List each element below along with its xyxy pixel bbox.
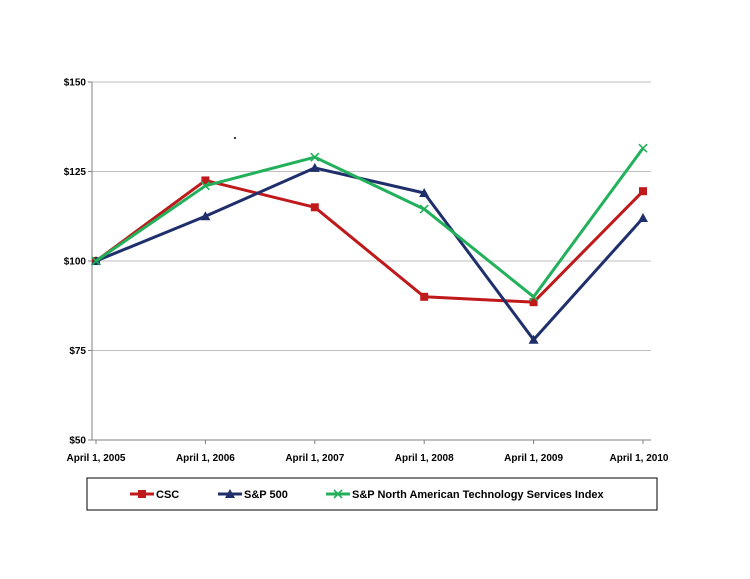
y-tick-label-3: $125 [64, 167, 87, 178]
x-axis-tick-labels: April 1, 2005 April 1, 2006 April 1, 2007 A… [67, 453, 669, 464]
data-point-2-2 [310, 152, 320, 162]
legend-item-1: S&P 500 [218, 489, 288, 501]
legend-label-0: CSC [156, 489, 179, 501]
y-tick-label-4: $150 [64, 78, 87, 89]
data-point-2-5 [638, 143, 648, 153]
y-axis-tick-labels: $50 $75 $100 $125 $150 [64, 78, 87, 447]
data-point-1-5 [638, 213, 648, 223]
series-line-0 [95, 178, 645, 304]
stray-dot [234, 137, 236, 139]
series-line-2 [95, 147, 645, 299]
x-tick-label-5: April 1, 2010 [610, 453, 669, 464]
data-point-0-3 [420, 292, 429, 301]
x-tick-label-2: April 1, 2007 [285, 453, 344, 464]
x-tick-label-4: April 1, 2009 [504, 453, 563, 464]
series-line-1 [95, 166, 645, 342]
data-point-2-4 [529, 292, 539, 302]
data-point-0-1 [201, 176, 210, 185]
y-tick-label-2: $100 [64, 257, 87, 268]
y-tick-label-0: $50 [69, 436, 86, 447]
series-group [91, 143, 648, 344]
x-tick-label-1: April 1, 2006 [176, 453, 235, 464]
legend-swatch-marker-0 [138, 490, 146, 498]
data-point-1-3 [419, 187, 430, 197]
legend-swatch-marker-2 [333, 489, 343, 499]
data-point-1-2 [309, 162, 320, 172]
legend-label-2: S&P North American Technology Services I… [352, 489, 605, 501]
series-2 [91, 143, 648, 302]
legend: CSC S&P 500 S&P North American Technology … [86, 477, 658, 511]
data-point-2-0 [91, 256, 101, 266]
legend-item-0: CSC [130, 489, 179, 501]
x-tick-label-3: April 1, 2008 [395, 453, 454, 464]
data-point-2-1 [200, 181, 210, 191]
legend-swatch-marker-1 [225, 489, 235, 498]
data-point-2-3 [419, 204, 429, 214]
gridlines [92, 81, 651, 351]
legend-box [86, 477, 658, 511]
data-point-1-1 [200, 211, 211, 221]
x-tick-label-0: April 1, 2005 [67, 453, 126, 464]
data-point-1-4 [528, 334, 539, 344]
series-1 [91, 162, 648, 344]
legend-item-2: S&P North American Technology Services I… [326, 489, 605, 501]
data-point-0-5 [639, 187, 647, 196]
legend-label-1: S&P 500 [244, 489, 288, 501]
y-tick-label-1: $75 [69, 346, 86, 357]
data-point-0-4 [529, 298, 538, 307]
data-point-0-2 [310, 203, 319, 212]
